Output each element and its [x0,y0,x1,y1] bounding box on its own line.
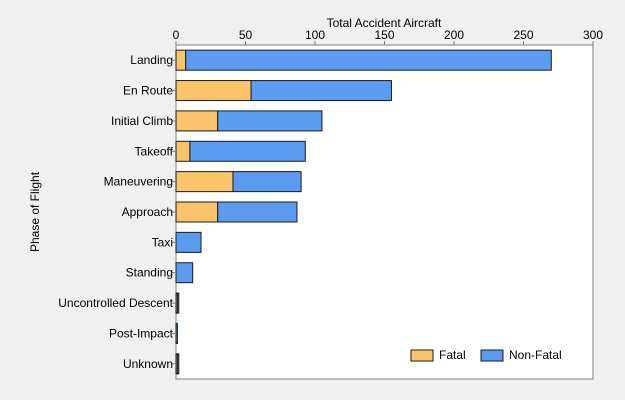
category-label: Initial Climb [111,114,173,128]
category-label: Standing [126,266,173,280]
x-axis-title: Total Accident Aircraft [327,16,442,30]
bar-segment-fatal [175,171,234,193]
bar-segment-non-fatal [175,262,194,284]
category-label: Unknown [123,357,173,371]
bar-segment-fatal [175,140,191,162]
bar-segment-non-fatal [250,80,392,102]
x-axis-ticks: 0 50 100 150 200 250 300 [173,28,603,45]
x-tick-label: 100 [305,28,325,42]
bar-segment-fatal [175,201,219,223]
x-tick-label: 150 [374,28,394,42]
legend-label: Non-Fatal [509,348,562,362]
category-label: Approach [122,205,173,219]
bar-segment-non-fatal [232,171,302,193]
legend-label: Fatal [439,348,466,362]
category-label: Post-Impact [109,326,174,340]
legend: Fatal Non-Fatal [410,348,562,362]
y-axis-title: Phase of Flight [28,171,42,252]
bar-segment-non-fatal [185,49,552,71]
bar-segment-fatal [175,80,252,102]
x-tick-label: 0 [173,28,180,42]
bar-segment-non-fatal [189,140,306,162]
legend-swatch [480,349,504,362]
x-tick-label: 50 [239,28,253,42]
bar-segment-fatal [175,49,187,71]
bar-segment-non-fatal [176,353,180,375]
category-label: Landing [130,53,173,67]
bar-segment-non-fatal [175,231,202,253]
category-label: Takeoff [135,144,174,158]
category-label: Maneuvering [104,175,173,189]
bar-segment-non-fatal [217,201,298,223]
category-label: Taxi [152,235,173,249]
x-tick-label: 200 [444,28,464,42]
bar-segment-non-fatal [175,322,178,344]
y-axis-category-labels: Landing En Route Initial Climb Takeoff Maneu… [58,53,176,371]
bar-segment-non-fatal [176,292,180,314]
x-tick-label: 250 [513,28,533,42]
bar-segment-fatal [175,110,219,132]
legend-swatch [410,349,434,362]
bar-segment-non-fatal [217,110,323,132]
category-label: En Route [123,84,173,98]
x-tick-label: 300 [583,28,603,42]
category-label: Uncontrolled Descent [58,296,173,310]
